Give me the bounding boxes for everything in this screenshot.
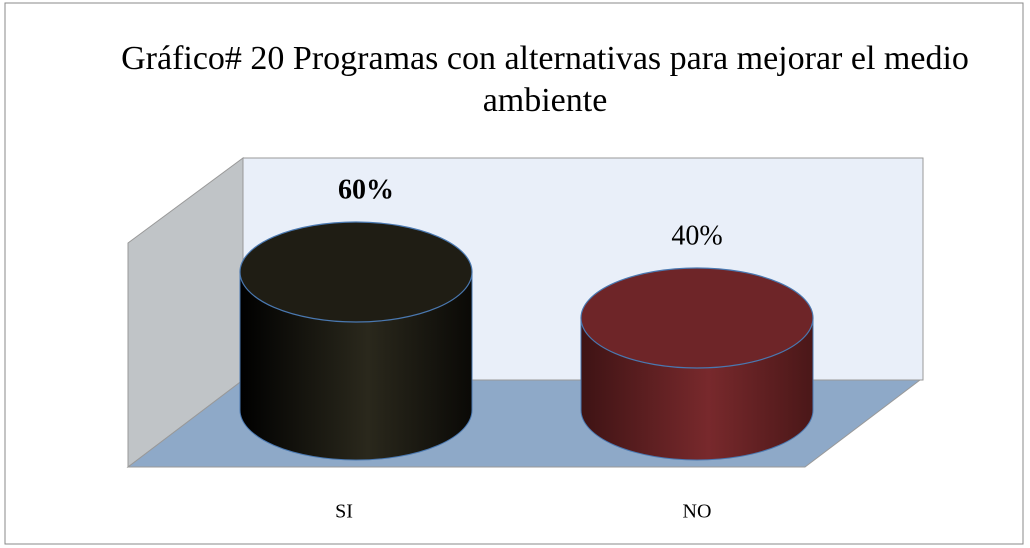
chart-title: Gráfico# 20 Programas con alternativas p… xyxy=(121,40,969,119)
x-tick-label: NO xyxy=(683,501,712,523)
cylinder-top xyxy=(580,267,814,369)
cylinder-body xyxy=(239,271,473,461)
value-label: 40% xyxy=(671,220,722,251)
cylinder-top xyxy=(239,221,473,323)
value-label: 60% xyxy=(338,174,394,205)
x-tick-label: SI xyxy=(335,501,353,523)
